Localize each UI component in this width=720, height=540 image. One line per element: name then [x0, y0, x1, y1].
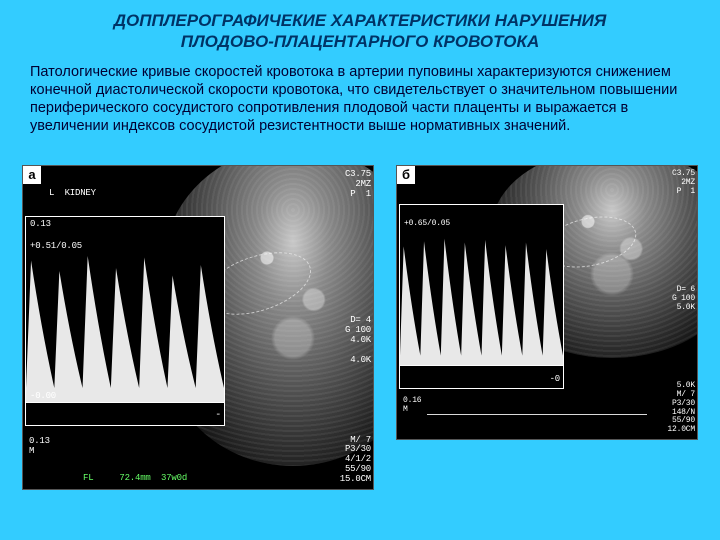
mid-right-a: D= 4 G 100 4.0K 4.0K: [345, 316, 371, 365]
baseline-b: [400, 365, 563, 366]
neg-a: -: [215, 410, 221, 421]
ruler-b: [427, 414, 647, 415]
title-line-1: ДОППЛЕРОГРАФИЧЕКИЕ ХАРАКТЕРИСТИКИ НАРУШЕ…: [114, 11, 606, 30]
measurement-a: FL 72.4mm 37w0d: [83, 473, 187, 483]
slide-title: ДОППЛЕРОГРАФИЧЕКИЕ ХАРАКТЕРИСТИКИ НАРУШЕ…: [0, 0, 720, 59]
bottom-unit-a: M: [29, 446, 34, 456]
ratio-a: +0.51/0.05: [30, 241, 82, 251]
neg-b: -0: [550, 374, 560, 384]
figures-row: а L KIDNEY C3.75 2MZ P 1 0.13 +0.51/0.05…: [0, 135, 720, 490]
spectral-box-a: 0.13 +0.51/0.05 -0.00 -: [25, 216, 225, 426]
doppler-waveform-a: [26, 253, 224, 403]
baseline-a: [26, 402, 224, 403]
low-right-a: M/ 7 P3/30 4/1/2 55/90 15.0CM: [340, 436, 371, 485]
bottom-scale-b: 0.16: [403, 396, 421, 405]
paragraph: Патологические кривые скоростей кровоток…: [0, 59, 720, 136]
bottom-unit-b: M: [403, 405, 408, 414]
zero-a: -0.00: [30, 391, 56, 401]
low-right-b: 5.0K M/ 7 P3/30 148/N 55/90 12.0CM: [667, 382, 695, 435]
probe-info-a: C3.75 2MZ P 1: [345, 170, 371, 200]
organ-label-a: L KIDNEY: [49, 188, 96, 198]
title-line-2: ПЛОДОВО-ПЛАЦЕНТАРНОГО КРОВОТОКА: [181, 32, 540, 51]
ratio-b: +0.65/0.05: [404, 219, 450, 228]
doppler-waveform-b: [400, 236, 563, 366]
bottom-scale-a: 0.13: [29, 436, 50, 446]
spectral-box-b: +0.65/0.05 -0: [399, 204, 564, 389]
probe-info-b: C3.75 2MZ P 1: [672, 170, 695, 196]
ultrasound-panel-b: б C3.75 2MZ P 1 +0.65/0.05 -0 0.16 M D= …: [396, 165, 698, 440]
mid-right-b: D= 6 G 100 5.0K: [672, 286, 695, 312]
scale-top-a: 0.13: [30, 219, 51, 229]
panel-a-label: а: [23, 166, 41, 184]
ultrasound-panel-a: а L KIDNEY C3.75 2MZ P 1 0.13 +0.51/0.05…: [22, 165, 374, 490]
panel-b-label: б: [397, 166, 415, 184]
